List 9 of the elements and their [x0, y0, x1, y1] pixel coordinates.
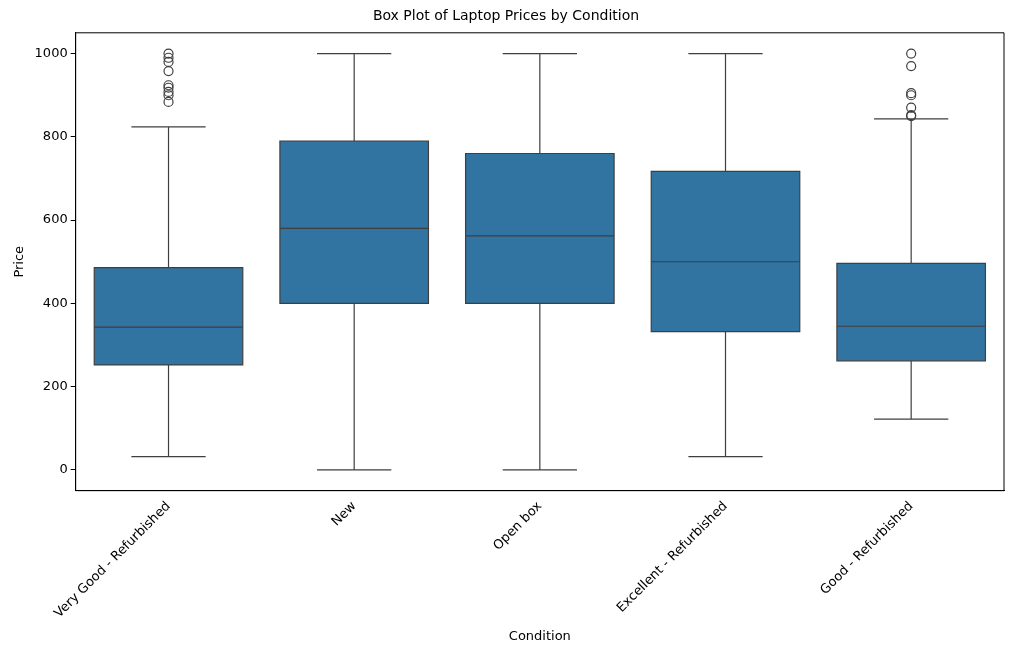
y-tick-label: 1000 — [34, 44, 68, 60]
chart-title: Box Plot of Laptop Prices by Condition — [372, 7, 640, 24]
y-tick-label: 200 — [42, 377, 68, 393]
y-tick-label: 800 — [42, 128, 68, 144]
y-tick-label: 0 — [59, 461, 68, 477]
y-tick-label: 600 — [42, 211, 68, 227]
x-axis-title: Condition — [508, 627, 571, 643]
y-axis-title: Price — [11, 245, 27, 278]
y-tick-label: 400 — [42, 294, 68, 310]
